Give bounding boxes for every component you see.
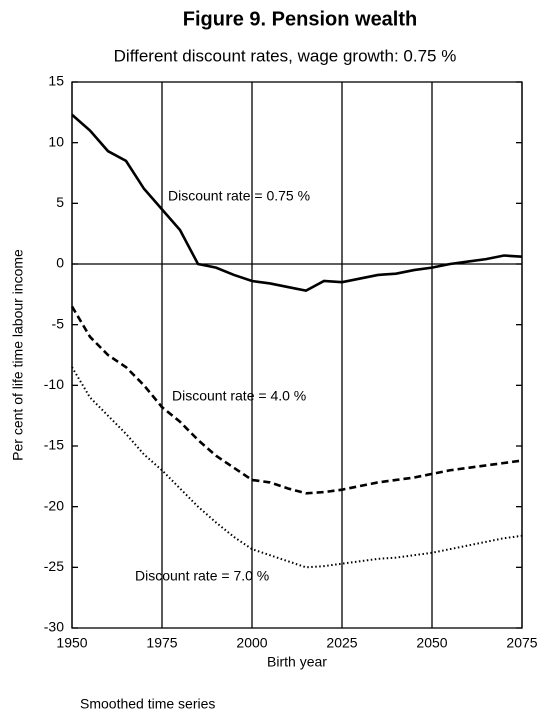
- series-label: Discount rate = 0.75 %: [168, 188, 310, 204]
- series-label: Discount rate = 7.0 %: [135, 568, 269, 584]
- y-tick-label: 15: [48, 73, 64, 89]
- x-tick-label: 1975: [146, 635, 177, 651]
- x-tick-label: 2050: [416, 635, 447, 651]
- y-tick-label: -5: [52, 315, 65, 331]
- x-tick-label: 2025: [326, 635, 357, 651]
- footnote: Smoothed time series: [80, 696, 215, 712]
- y-tick-label: 10: [48, 133, 64, 149]
- y-tick-label: 0: [56, 255, 64, 271]
- chart-subtitle: Different discount rates, wage growth: 0…: [114, 46, 457, 65]
- series-label: Discount rate = 4.0 %: [172, 388, 306, 404]
- y-tick-label: -25: [44, 558, 64, 574]
- series-line: [70, 305, 523, 495]
- chart-title: Figure 9. Pension wealth: [183, 8, 418, 30]
- series-line: [71, 113, 523, 293]
- x-axis-label: Birth year: [267, 654, 327, 670]
- y-tick-label: -20: [44, 497, 64, 513]
- x-tick-label: 2075: [506, 635, 537, 651]
- y-axis-label: Per cent of life time labour income: [10, 249, 26, 461]
- y-tick-label: -15: [44, 437, 64, 453]
- series-line: [71, 366, 523, 569]
- plot-frame: [71, 81, 523, 629]
- x-tick-label: 2000: [236, 635, 267, 651]
- y-tick-label: -10: [44, 376, 64, 392]
- x-tick-label: 1950: [56, 635, 87, 651]
- y-tick-label: 5: [56, 194, 64, 210]
- y-tick-label: -30: [44, 619, 64, 635]
